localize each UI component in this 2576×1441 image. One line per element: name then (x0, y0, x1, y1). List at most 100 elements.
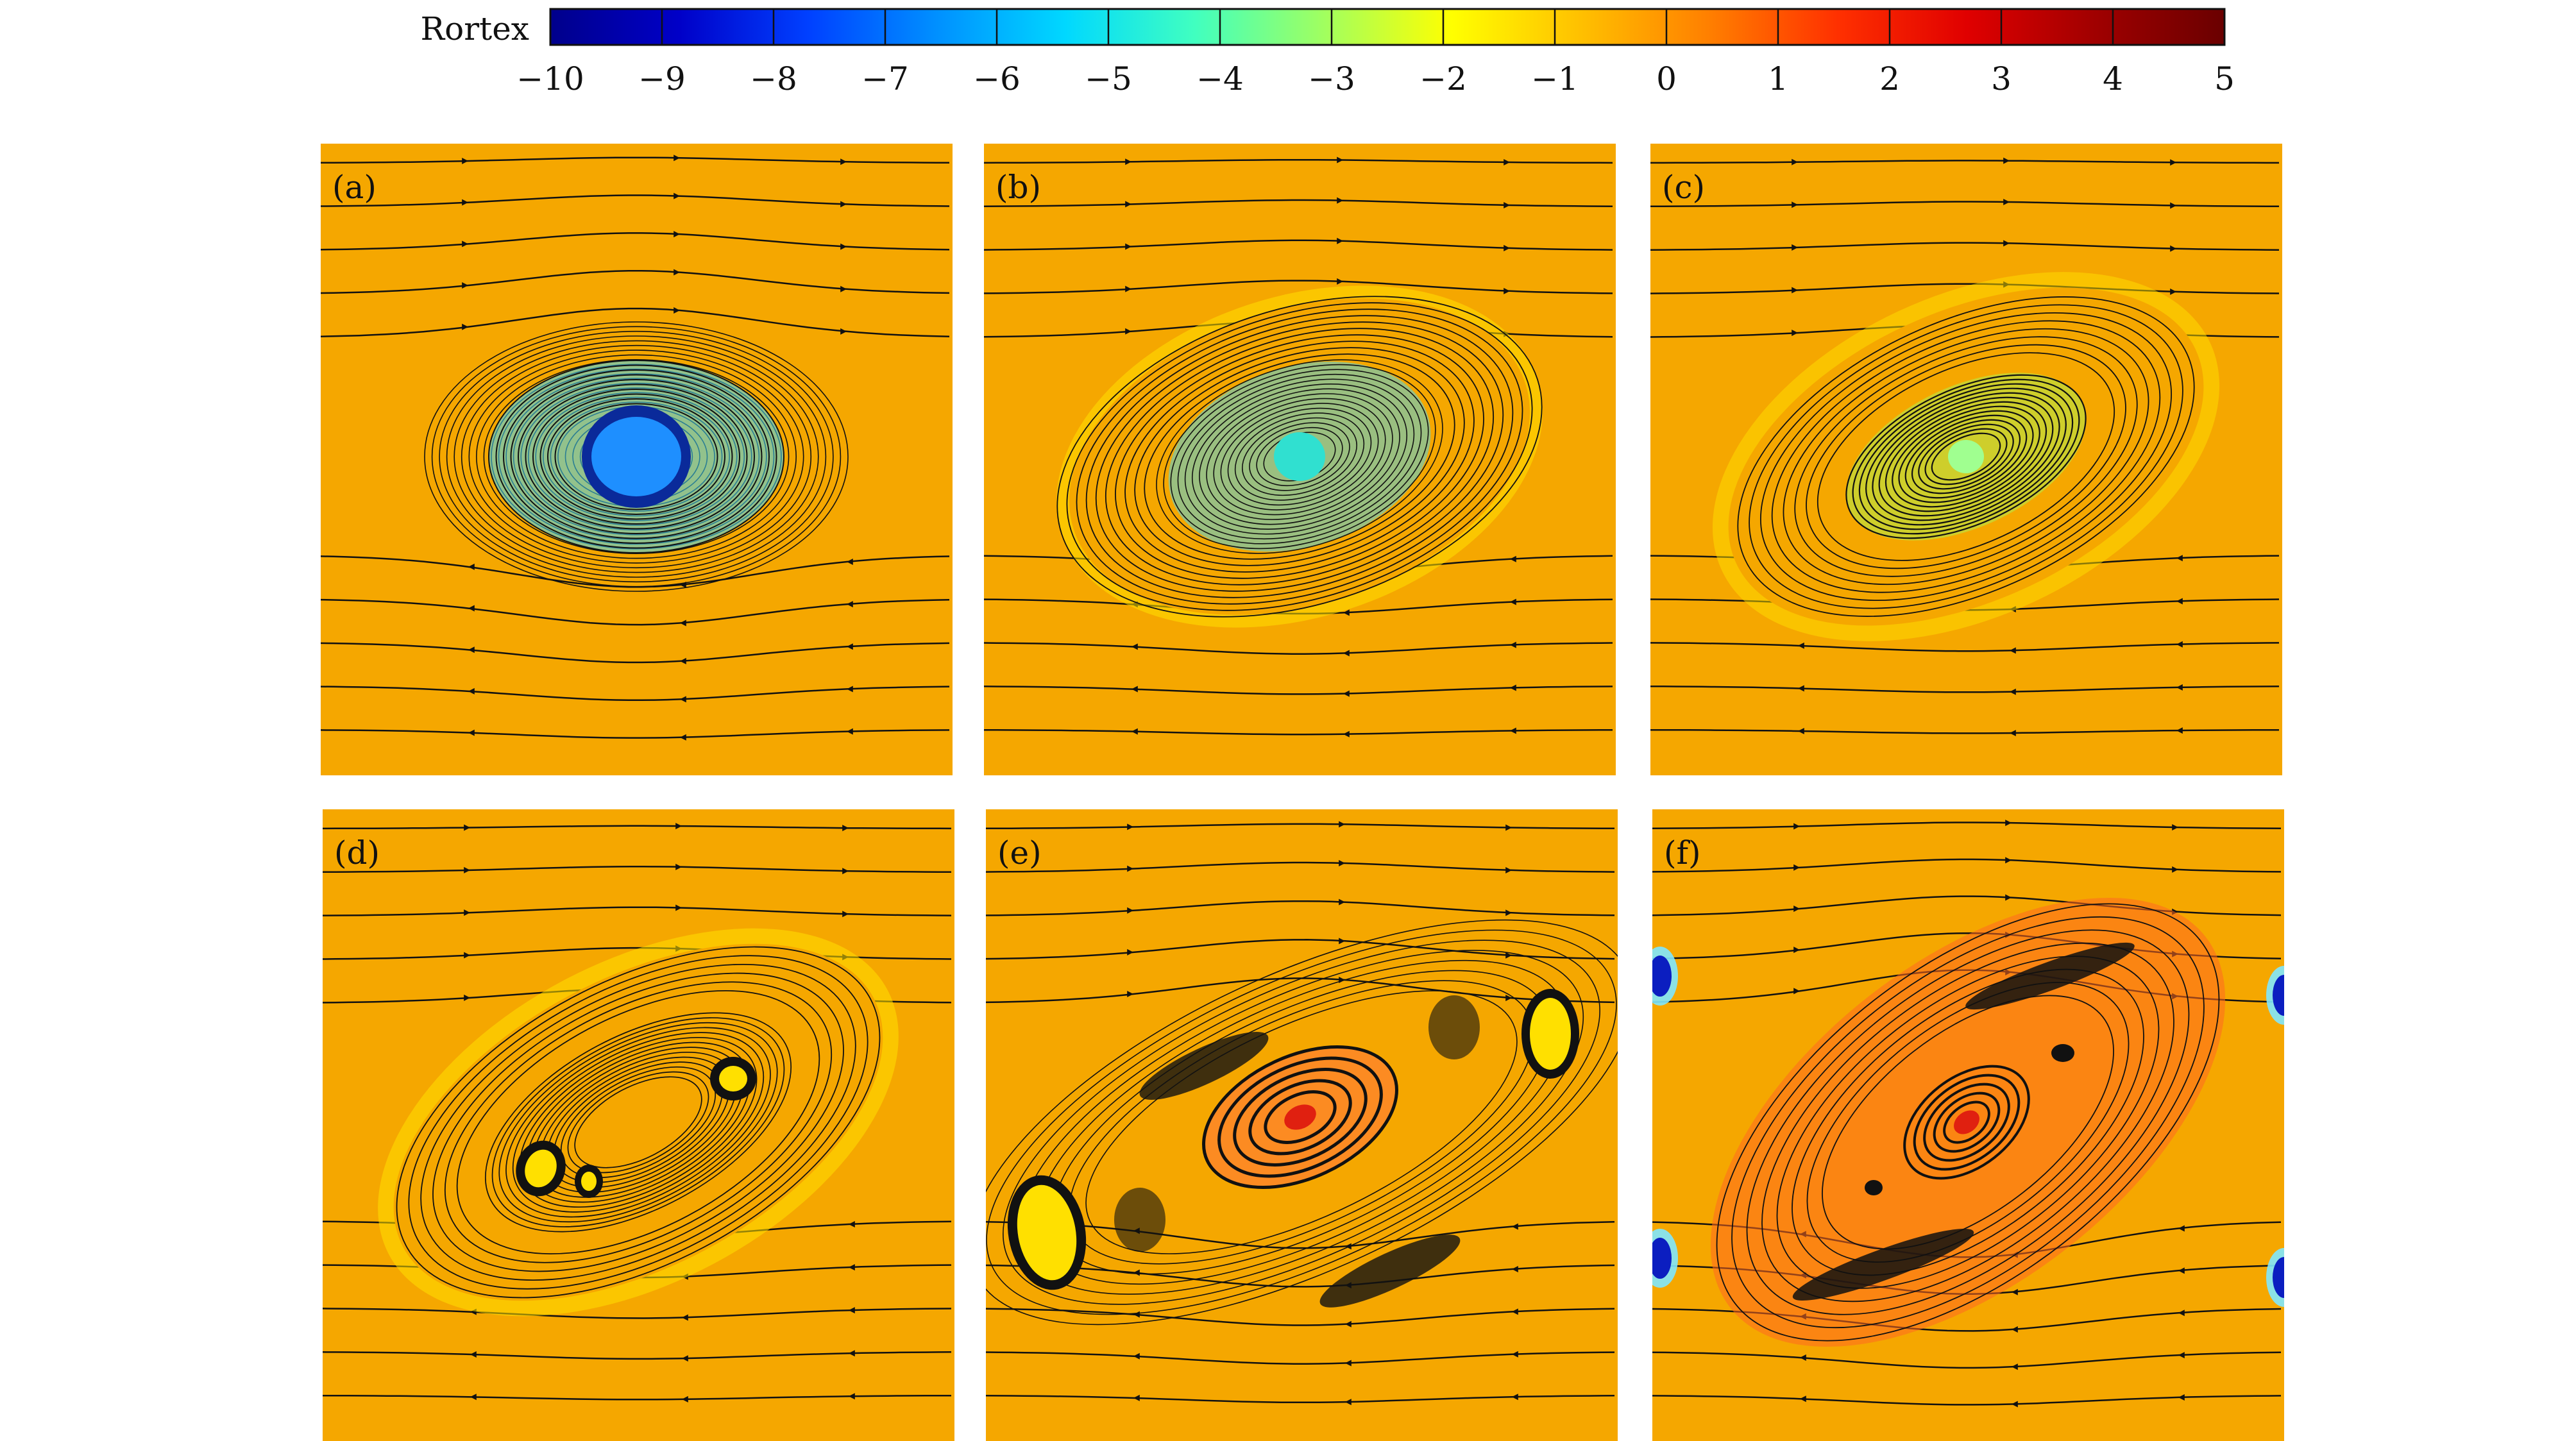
arrow-head (1798, 727, 1804, 734)
vortex-streamline (1124, 341, 1475, 573)
vortex-streamline (439, 330, 834, 583)
vortex-streamline (1234, 412, 1365, 501)
vortex-streamline (1771, 320, 2161, 593)
arrow-head (2170, 159, 2176, 166)
vortex-streamline (986, 919, 1618, 1326)
arrow-head (1125, 285, 1131, 292)
edge-vortex-core (2273, 975, 2284, 1016)
vortex-streamline (1761, 942, 2174, 1302)
streamline (323, 1394, 951, 1401)
arrow-head (1343, 650, 1350, 657)
streamline (321, 642, 950, 664)
colorbar-tick-label: −8 (750, 60, 797, 97)
arrow-head (2176, 641, 2183, 648)
colorbar-tick-label: −1 (1531, 60, 1579, 97)
secondary-vortex (1017, 1184, 1077, 1281)
vortex-streamline (431, 326, 842, 587)
arrow-head (462, 157, 468, 164)
vortex-streamline (484, 1012, 792, 1233)
arrow-head (1505, 952, 1512, 959)
vortex-streamline (547, 398, 725, 515)
negative-core (1274, 432, 1325, 481)
vortex-streamline (1233, 1068, 1368, 1167)
arrow-head (464, 909, 470, 916)
streamline (1652, 1351, 2282, 1369)
arrow-head (1127, 823, 1133, 830)
arrow-head (682, 1314, 688, 1321)
arrow-head (2176, 684, 2183, 691)
vortex-streamline (1191, 383, 1408, 530)
arrow-head (842, 868, 849, 875)
streamline (323, 1351, 952, 1360)
streamline (986, 1308, 1615, 1326)
vortex-streamline (1264, 1090, 1337, 1144)
weak-core (1948, 440, 1984, 473)
arrow-head (1793, 988, 1800, 995)
vortex-streamline (453, 340, 819, 573)
arrow-head (682, 1395, 688, 1403)
panel-label: (f) (1664, 834, 1701, 872)
arrow-head (674, 155, 680, 162)
arrow-head (1510, 641, 1516, 648)
arrow-head (2178, 1267, 2185, 1274)
vortex-streamline (420, 963, 856, 1281)
streamline (986, 1395, 1615, 1404)
vortex-streamline (1003, 940, 1600, 1305)
vortex-streamline (503, 369, 770, 544)
arrow-head (1792, 201, 1798, 208)
arrow-head (682, 1355, 688, 1362)
arrow-head (842, 911, 849, 918)
vortex-streamline (1184, 378, 1415, 535)
streak (1792, 1228, 1974, 1301)
colorbar-tick-label: −4 (1196, 60, 1244, 97)
arrow-head (680, 657, 686, 664)
arrow-head (2170, 288, 2176, 295)
arrow-head (2012, 1326, 2018, 1333)
arrow-head (2012, 1401, 2018, 1408)
vortex-streamline (1806, 982, 2130, 1263)
arrow-head (1339, 938, 1345, 945)
vortex-streamline (1220, 403, 1379, 510)
vortex-streamline (1217, 1056, 1383, 1178)
vortex-streamline (1794, 336, 2138, 577)
arrow-head (1510, 684, 1516, 691)
vortex-streamline (1170, 369, 1429, 544)
vortex-streamline (432, 972, 844, 1272)
arrow-head (2003, 240, 2010, 247)
arrow-head (1512, 1394, 1518, 1401)
arrow-head (674, 192, 680, 199)
arrow-head (2003, 199, 2010, 205)
arrow-head (847, 686, 853, 693)
colorbar-tick-label: 1 (1768, 60, 1788, 97)
small-vortex (2051, 1044, 2074, 1062)
arrow-head (1793, 864, 1800, 871)
colorbar-tick-label: −10 (516, 60, 584, 97)
panel-label: (e) (997, 834, 1042, 872)
vortex-streamline (1918, 423, 2014, 490)
arrow-head (1127, 948, 1133, 956)
arrow-head (1798, 685, 1804, 692)
arrow-head (1510, 598, 1516, 605)
vortex-streamline (1892, 405, 2040, 508)
arrow-head (2005, 894, 2012, 901)
arrow-head (464, 824, 470, 831)
arrow-head (2172, 866, 2178, 873)
arrow-head (462, 282, 468, 289)
arrow-head (674, 307, 680, 314)
panel-c: (c) (1650, 144, 2282, 775)
arrow-head (1343, 730, 1350, 737)
arrow-head (1133, 1353, 1140, 1360)
vortex-streamline (1249, 422, 1350, 491)
flow-field (984, 156, 1613, 737)
arrow-head (2178, 1225, 2185, 1232)
vortex-streamline (1115, 334, 1484, 579)
streamline (1652, 1395, 2282, 1406)
arrow-head (470, 1394, 477, 1401)
colorbar-tick-label: −2 (1419, 60, 1467, 97)
vortex-streamline (1806, 344, 2126, 569)
arrow-head (680, 734, 686, 741)
vortex-streamline (1852, 378, 2080, 535)
panel-d: (d) (323, 809, 954, 1441)
vortex-streamline (1872, 392, 2060, 521)
